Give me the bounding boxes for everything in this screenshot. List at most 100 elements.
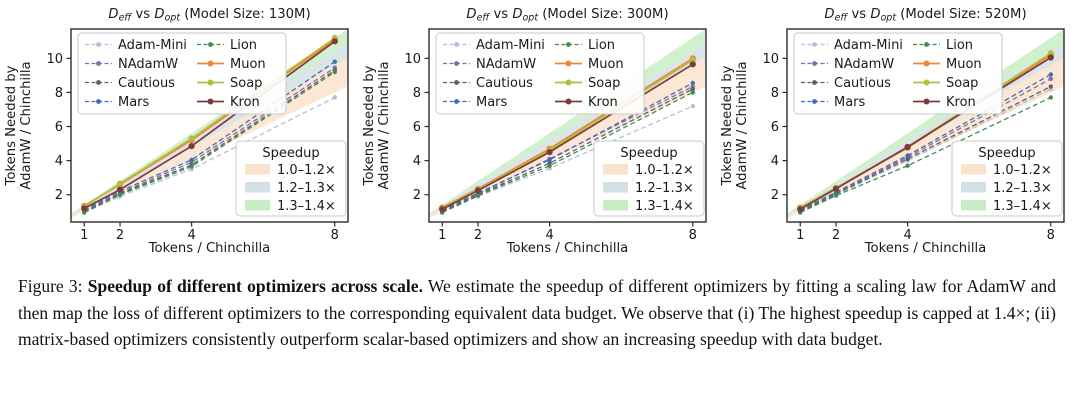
speedup-legend: Speedup 1.0–1.2× 1.2–1.3× 1.3–1.4×: [951, 140, 1063, 217]
speedup-label-1: 1.2–1.3×: [277, 181, 336, 196]
speedup-label-1: 1.2–1.3×: [635, 181, 694, 196]
series-marker-lion: [905, 163, 910, 168]
speedup-label-2: 1.3–1.4×: [993, 199, 1052, 214]
figure-caption: Figure 3: Speedup of different optimizer…: [18, 273, 1056, 353]
optimizer-legend: Adam-Mini NAdamW Cautious Mars Lion Muon Soap K…: [793, 32, 1003, 115]
series-marker-kron: [439, 206, 446, 213]
series-line-cautious: [441, 88, 694, 213]
legend-marker-mars: [454, 99, 459, 104]
y-tick-label: 8: [413, 86, 421, 101]
y-axis-label-line1: Tokens Needed by: [362, 65, 377, 186]
legend-marker-cautious: [454, 80, 459, 85]
y-tick-label: 10: [46, 52, 63, 67]
legend-marker-muon: [923, 60, 930, 67]
y-axis-label-line2: AdamW / Chinchilla: [19, 61, 34, 189]
speedup-legend: Speedup 1.0–1.2× 1.2–1.3× 1.3–1.4×: [593, 140, 705, 217]
series-marker-kron: [188, 143, 195, 150]
y-axis-label-line1: Tokens Needed by: [720, 65, 735, 186]
legend-label-cautious: Cautious: [476, 76, 533, 91]
legend-label-soap: Soap: [946, 76, 978, 91]
speedup-label-0: 1.0–1.2×: [993, 163, 1052, 178]
chart-title: Deff vs Dopt (Model Size: 520M): [824, 7, 1026, 24]
series-marker-kron: [689, 61, 696, 68]
series-marker-mars: [905, 153, 910, 158]
x-axis-label: Tokens / Chinchilla: [506, 241, 629, 255]
legend-marker-nadamw: [812, 61, 817, 66]
y-tick-label: 6: [771, 120, 779, 135]
series-marker-lion: [547, 163, 552, 168]
speedup-swatch-1: [961, 182, 986, 193]
series-marker-lion: [189, 164, 194, 169]
speedup-legend-title: Speedup: [262, 146, 319, 161]
optimizer-legend: Adam-Mini NAdamW Cautious Mars Lion Muon Soap K…: [435, 32, 645, 115]
chart-svg-520m: 1 2 4 8 2 4 6 8 10 Deff vs Dopt (Model Size: 520M…: [720, 7, 1065, 255]
y-tick-label: 8: [771, 86, 779, 101]
series-marker-lion: [82, 210, 87, 215]
legend-label-adam-mini: Adam-Mini: [834, 38, 903, 53]
chart-panel-130m: 1 2 4 8 2 4 6 8 10 Deff vs Dopt (Model Size: 130M…: [0, 0, 358, 255]
y-axis-label-line2: AdamW / Chinchilla: [735, 61, 750, 189]
legend-label-lion: Lion: [588, 38, 615, 53]
x-tick-label: 2: [474, 228, 482, 243]
x-tick-label: 4: [545, 228, 553, 243]
series-marker-mars: [189, 157, 194, 162]
series-marker-adam-mini: [690, 103, 695, 109]
y-tick-label: 2: [771, 188, 779, 203]
chart-title: Deff vs Dopt (Model Size: 300M): [466, 7, 668, 24]
legend-marker-nadamw: [96, 61, 101, 66]
speedup-legend-box: [235, 140, 347, 217]
y-tick-label: 10: [404, 52, 421, 67]
optimizer-legend: Adam-Mini NAdamW Cautious Mars Lion Muon Soap K…: [77, 32, 287, 115]
legend-marker-adam-mini: [96, 42, 101, 47]
y-tick-label: 2: [413, 188, 421, 203]
legend-label-soap: Soap: [230, 76, 262, 91]
legend-label-lion: Lion: [946, 38, 973, 53]
series-marker-mars: [1048, 72, 1053, 77]
y-tick-label: 6: [55, 120, 63, 135]
plot-box: [786, 28, 1065, 223]
x-axis-label: Tokens / Chinchilla: [148, 241, 271, 255]
chart-panel-520m: 1 2 4 8 2 4 6 8 10 Deff vs Dopt (Model Size: 520M…: [716, 0, 1074, 255]
caption-body: We estimate the speedup of different opt…: [18, 276, 1057, 349]
speedup-swatch-1: [603, 182, 628, 193]
legend-marker-kron: [923, 98, 930, 105]
series-marker-lion: [475, 193, 481, 198]
series-line-lion: [799, 96, 1052, 214]
series-marker-lion: [833, 193, 839, 198]
legend-label-lion: Lion: [230, 38, 257, 53]
series-lion: [798, 95, 1053, 215]
speedup-label-0: 1.0–1.2×: [635, 163, 694, 178]
x-tick-label: 2: [116, 228, 124, 243]
legend-label-muon: Muon: [230, 57, 266, 72]
series-marker-soap: [1047, 50, 1054, 57]
y-tick-label: 4: [413, 154, 421, 169]
series-marker-kron: [904, 143, 911, 151]
chart-svg-300m: 1 2 4 8 2 4 6 8 10 Deff vs Dopt (Model Size: 300M…: [362, 7, 707, 255]
speedup-legend-box: [593, 140, 705, 217]
series-line-mars: [799, 73, 1052, 211]
series-line-lion: [83, 71, 336, 214]
y-tick-label: 4: [771, 154, 779, 169]
optimizer-legend-box: [793, 32, 1003, 115]
y-tick-label: 8: [55, 86, 63, 101]
series-marker-soap: [188, 135, 195, 142]
legend-marker-muon: [565, 60, 572, 67]
plot-box: [70, 28, 349, 223]
legend-label-nadamw: NAdamW: [834, 57, 894, 72]
optimizer-legend-box: [435, 32, 645, 115]
legend-marker-adam-mini: [812, 42, 817, 47]
y-axis-label-line1: Tokens Needed by: [4, 65, 19, 186]
series-line-nadamw: [799, 78, 1052, 212]
chart-svg-130m: 1 2 4 8 2 4 6 8 10 Deff vs Dopt (Model Size: 130M…: [4, 7, 349, 255]
legend-marker-lion: [566, 42, 571, 47]
series-marker-mars: [547, 157, 552, 162]
series-line-lion: [441, 91, 694, 214]
legend-label-kron: Kron: [230, 95, 260, 110]
legend-label-adam-mini: Adam-Mini: [476, 38, 545, 53]
speedup-legend: Speedup 1.0–1.2× 1.2–1.3× 1.3–1.4×: [235, 140, 347, 217]
legend-marker-adam-mini: [454, 42, 459, 47]
chart-panel-300m: 1 2 4 8 2 4 6 8 10 Deff vs Dopt (Model Size: 300M…: [358, 0, 716, 255]
series-marker-kron: [474, 187, 482, 194]
legend-label-soap: Soap: [588, 76, 620, 91]
